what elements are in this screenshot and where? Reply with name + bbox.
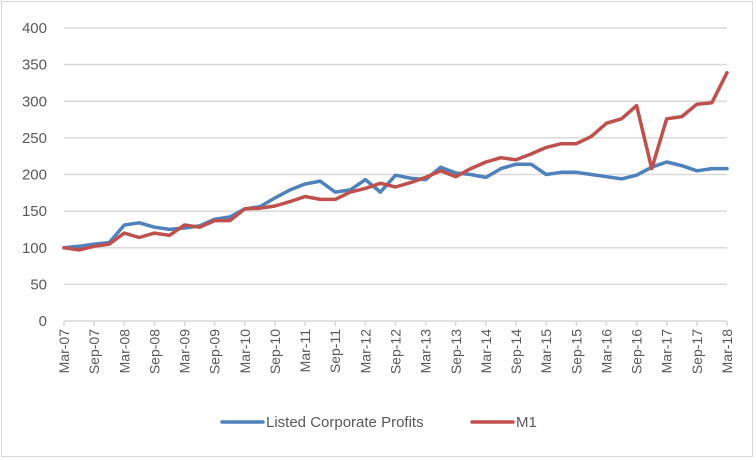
series-line-listed-corporate-profits xyxy=(62,160,729,250)
legend: Listed Corporate Profits M1 xyxy=(220,414,537,431)
gridlines xyxy=(64,27,727,286)
x-tick-label: Mar-15 xyxy=(538,329,554,374)
x-tick-label: Sep-14 xyxy=(508,329,524,374)
y-tick-label: 50 xyxy=(30,276,47,293)
x-tick-label: Mar-10 xyxy=(237,329,253,374)
x-tick-label: Sep-12 xyxy=(388,329,404,374)
legend-label-listed-corporate-profits: Listed Corporate Profits xyxy=(266,414,424,431)
y-tick-label: 0 xyxy=(39,313,47,330)
x-tick-label: Sep-15 xyxy=(568,329,584,374)
y-tick-label: 400 xyxy=(22,20,47,37)
x-tick-label: Sep-07 xyxy=(86,329,102,374)
legend-label-m1: M1 xyxy=(516,414,537,431)
y-axis-tick-labels: 0 50 100 150 200 250 300 350 400 xyxy=(22,20,47,330)
x-tick-label: Mar-11 xyxy=(297,329,313,373)
x-tick-label: Sep-16 xyxy=(629,329,645,374)
x-tick-label: Sep-13 xyxy=(448,329,464,374)
x-tick-label: Sep-08 xyxy=(146,329,162,374)
y-tick-label: 300 xyxy=(22,93,47,110)
x-tick-label: Mar-16 xyxy=(598,329,614,374)
x-tick-label: Mar-09 xyxy=(177,329,193,374)
x-tick-label: Mar-14 xyxy=(478,329,494,374)
series-lines xyxy=(62,70,729,252)
y-tick-label: 200 xyxy=(22,167,47,184)
y-tick-label: 100 xyxy=(22,240,47,257)
x-tick-label: Sep-17 xyxy=(689,329,705,374)
x-tick-label: Sep-09 xyxy=(207,329,223,374)
series-line-m1 xyxy=(62,70,729,252)
x-tick-label: Mar-18 xyxy=(719,329,735,374)
x-tick-label: Mar-13 xyxy=(418,329,434,374)
x-tick-label: Sep-10 xyxy=(267,329,283,374)
x-tick-label: Mar-12 xyxy=(357,329,373,374)
x-axis: Mar-07 Sep-07 Mar-08 Sep-08 Mar-09 Sep-09 Mar-… xyxy=(56,320,735,374)
x-tick-label: Sep-11 xyxy=(327,329,343,373)
y-tick-label: 150 xyxy=(22,203,47,220)
y-tick-label: 350 xyxy=(22,57,47,74)
y-tick-label: 250 xyxy=(22,130,47,147)
x-tick-label: Mar-07 xyxy=(56,329,72,374)
x-tick-label: Mar-08 xyxy=(116,329,132,374)
x-tick-label: Mar-17 xyxy=(659,329,675,374)
